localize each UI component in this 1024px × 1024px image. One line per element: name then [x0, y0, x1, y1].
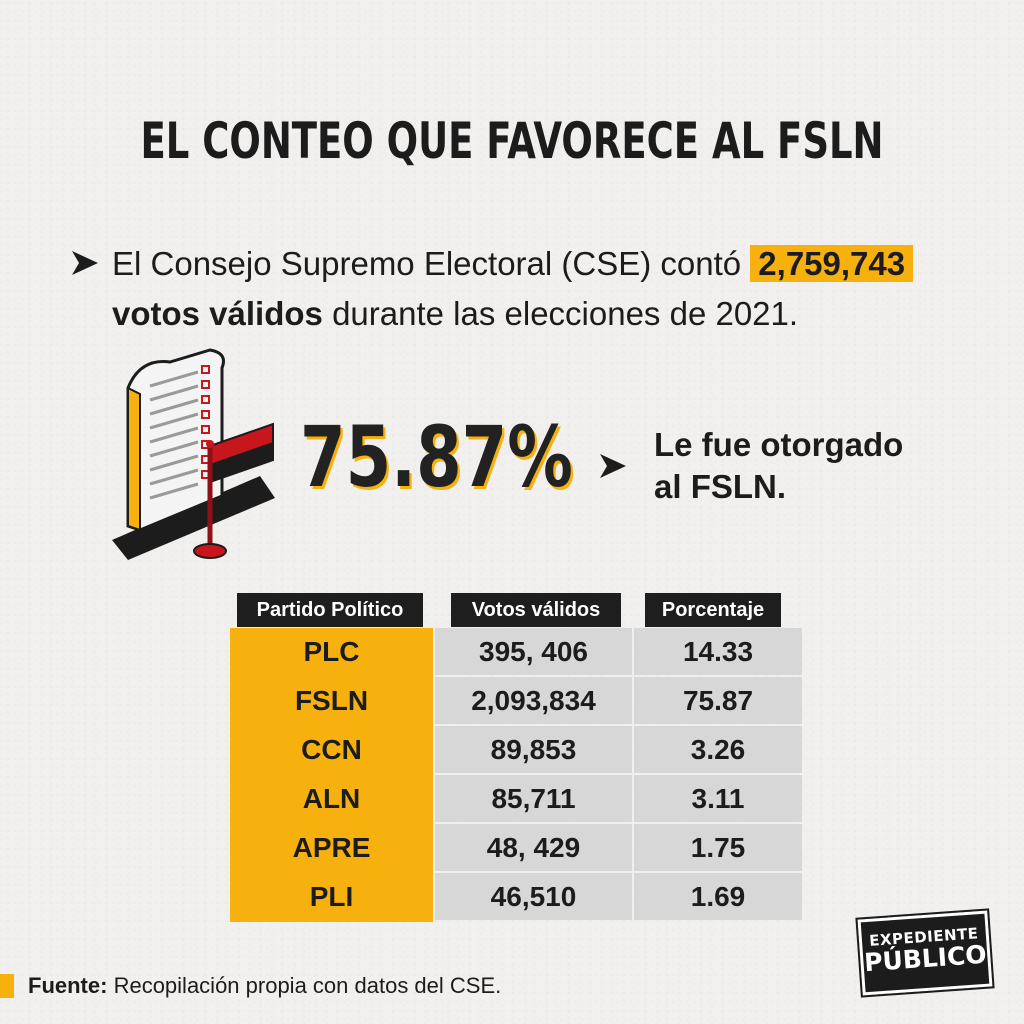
- table-row: CCN 89,853 3.26: [230, 726, 802, 775]
- column-header-percent: Porcentaje: [645, 593, 781, 627]
- table-row: FSLN 2,093,834 75.87: [230, 677, 802, 726]
- intro-text-after: durante las elecciones de 2021.: [332, 295, 799, 332]
- arrow-right-icon: [600, 454, 626, 478]
- percent-description-line1: Le fue otorgado: [654, 426, 904, 463]
- table-row: APRE 48, 429 1.75: [230, 824, 802, 873]
- total-votes-highlight: 2,759,743: [750, 245, 914, 282]
- votes-cell: 89,853: [435, 726, 632, 773]
- fsln-percent: 75.87%: [300, 408, 573, 506]
- table-row: PLC 395, 406 14.33: [230, 628, 802, 677]
- expediente-publico-logo: EXPEDIENTE PÚBLICO: [855, 908, 995, 998]
- percent-cell: 1.75: [634, 824, 802, 871]
- source-text: Recopilación propia con datos del CSE.: [113, 973, 502, 998]
- page-title: EL CONTEO QUE FAVORECE AL FSLN: [140, 112, 884, 170]
- percent-description: Le fue otorgado al FSLN.: [654, 424, 954, 508]
- percent-description-line2: al FSLN.: [654, 468, 787, 505]
- votes-cell: 2,093,834: [435, 677, 632, 724]
- party-cell: PLC: [230, 628, 433, 677]
- party-cell: APRE: [230, 824, 433, 873]
- logo-line2: PÚBLICO: [863, 939, 988, 978]
- intro-text-before: El Consejo Supremo Electoral (CSE) contó: [112, 245, 742, 282]
- percent-cell: 3.11: [634, 775, 802, 822]
- party-cell: PLI: [230, 873, 433, 922]
- percent-cell: 3.26: [634, 726, 802, 773]
- party-cell: FSLN: [230, 677, 433, 726]
- party-cell: CCN: [230, 726, 433, 775]
- intro-bold-text: votos válidos: [112, 295, 323, 332]
- votes-cell: 46,510: [435, 873, 632, 920]
- votes-cell: 85,711: [435, 775, 632, 822]
- votes-cell: 48, 429: [435, 824, 632, 871]
- percent-cell: 75.87: [634, 677, 802, 724]
- percent-cell: 1.69: [634, 873, 802, 920]
- ballot-illustration: [112, 348, 275, 560]
- votes-cell: 395, 406: [435, 628, 632, 675]
- table-row: PLI 46,510 1.69: [230, 873, 802, 922]
- source-label: Fuente:: [28, 973, 108, 998]
- table-row: ALN 85,711 3.11: [230, 775, 802, 824]
- arrow-right-icon: [72, 251, 98, 275]
- column-header-party: Partido Político: [237, 593, 423, 627]
- party-cell: ALN: [230, 775, 433, 824]
- percent-cell: 14.33: [634, 628, 802, 675]
- column-header-votes: Votos válidos: [451, 593, 621, 627]
- source-marker: [0, 974, 14, 998]
